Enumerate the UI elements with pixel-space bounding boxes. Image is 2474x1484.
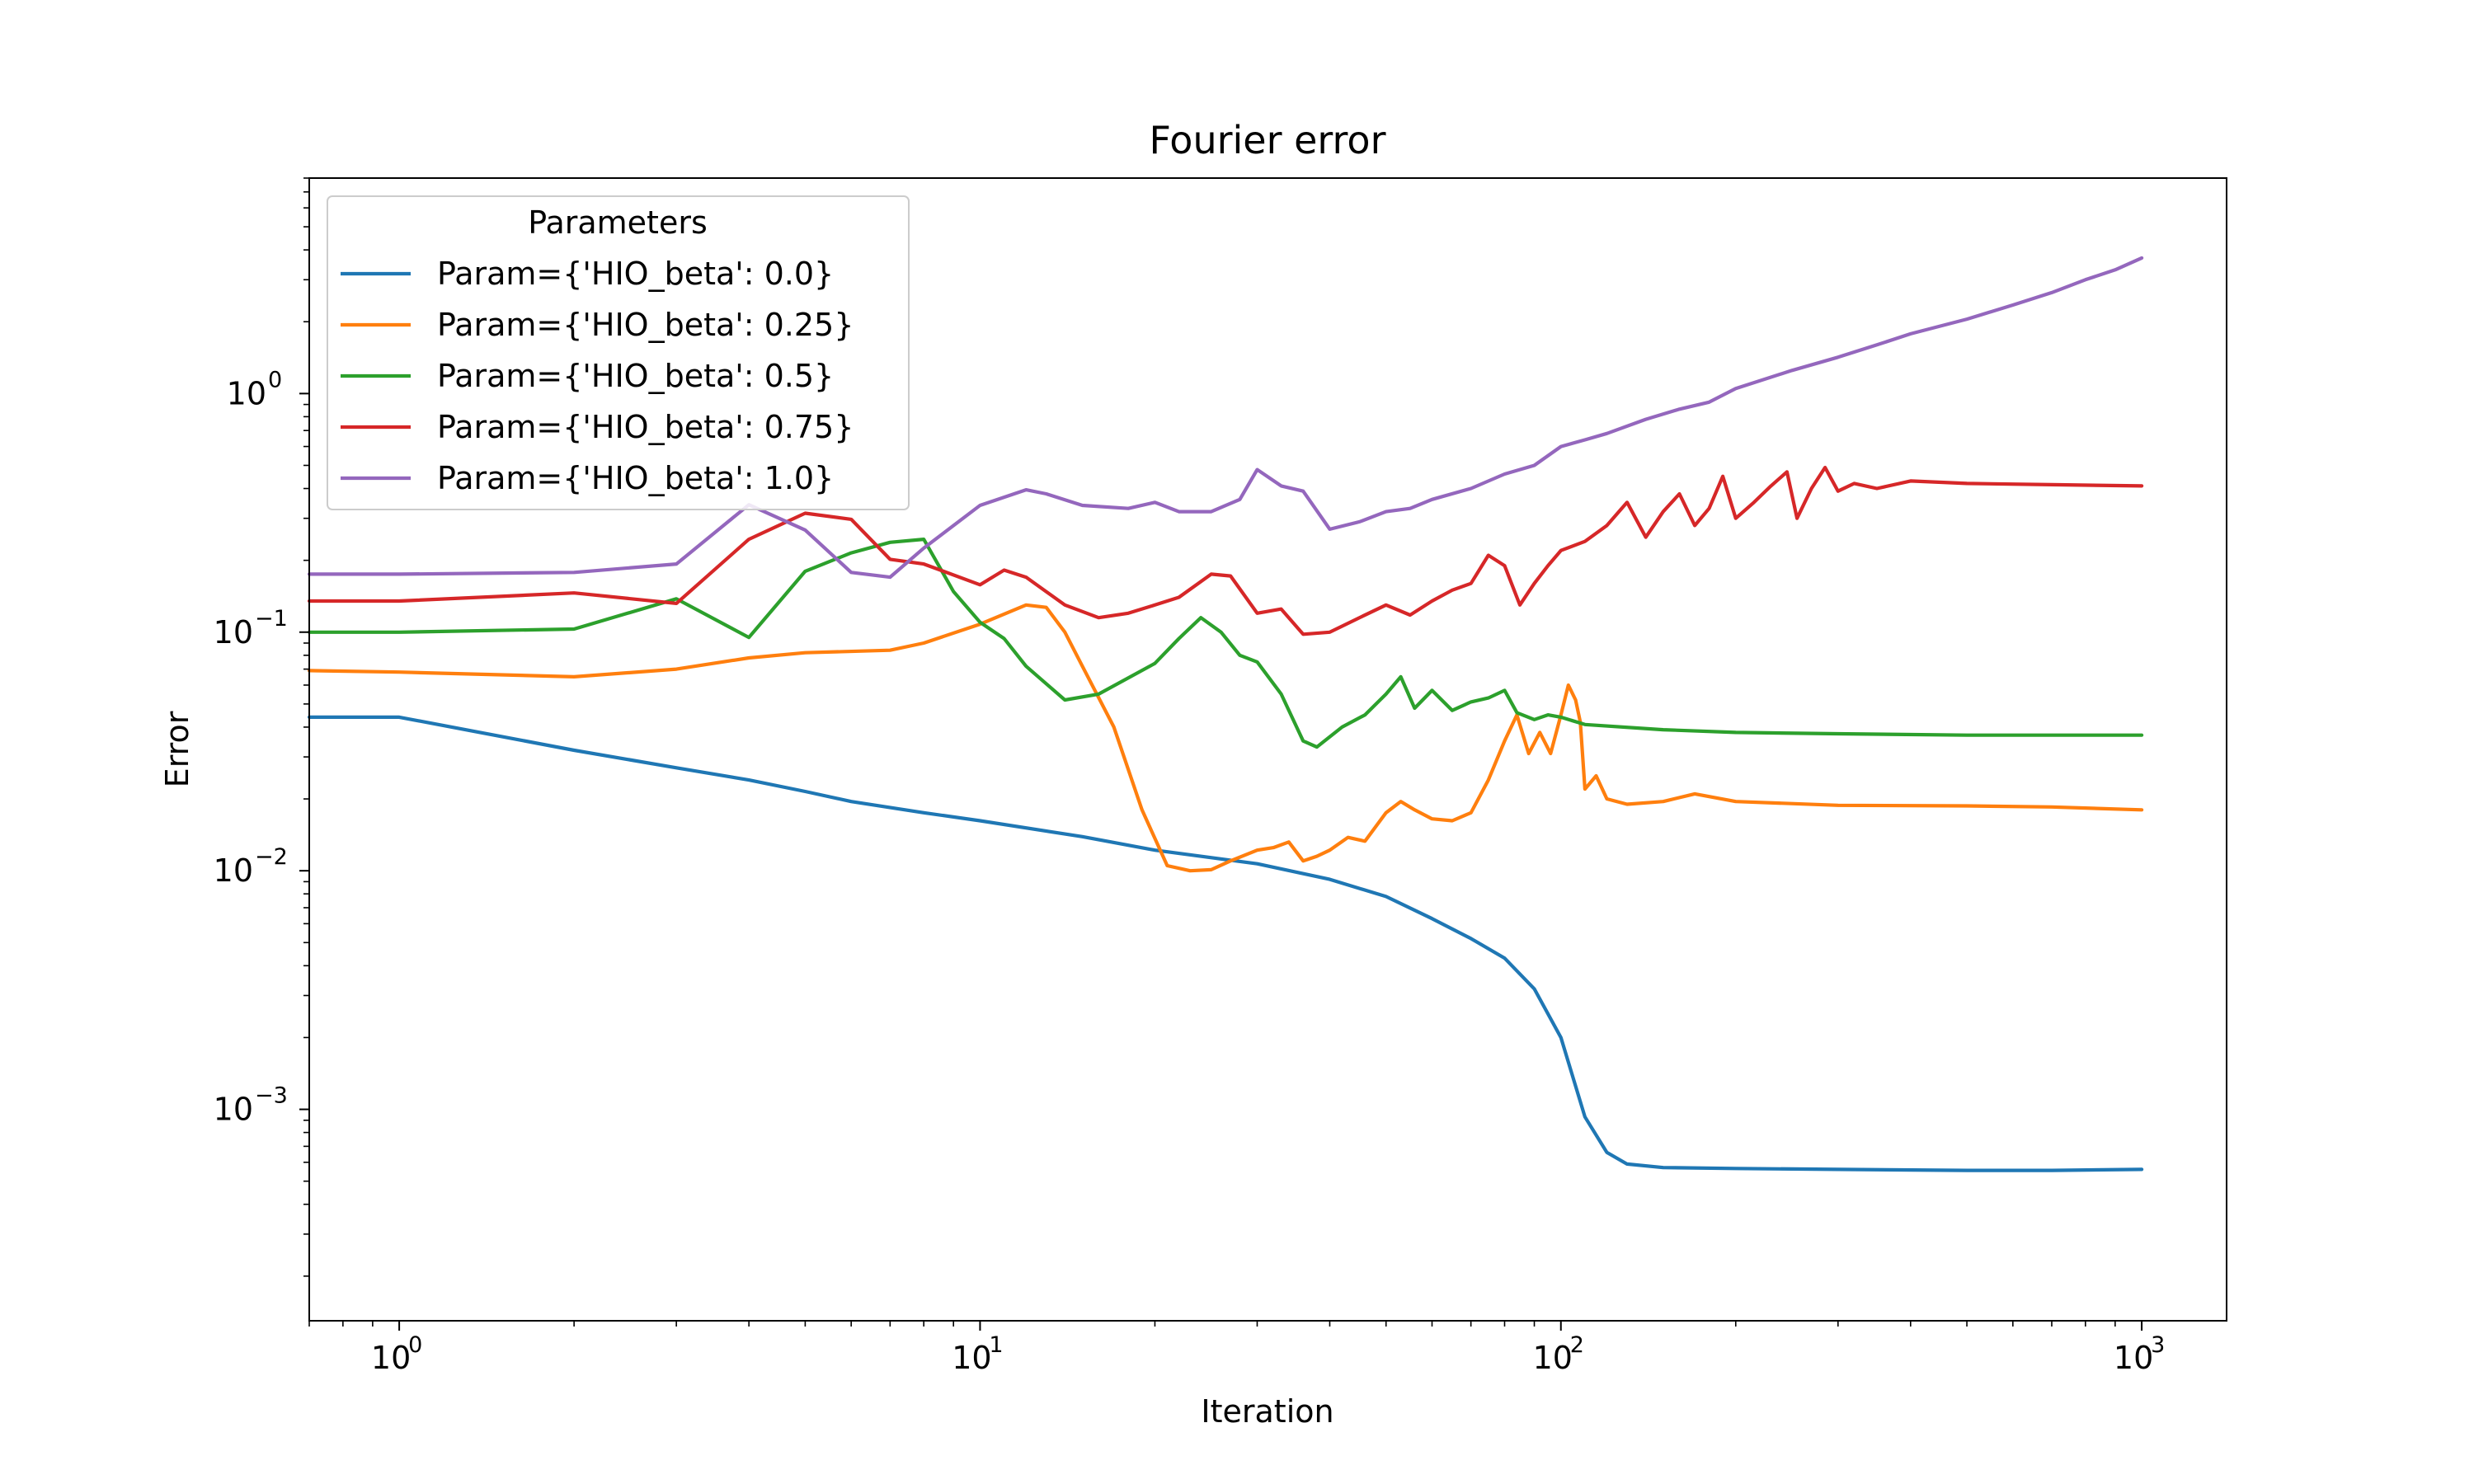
x-tick-exponent-0: 0 [408,1332,422,1358]
x-tick-exponent-3: 3 [2151,1332,2165,1358]
x-tick-label-3: 10 [2114,1340,2153,1376]
series-line-0 [307,715,2144,1172]
legend-label-3: Param={'HIO_beta': 0.75} [437,409,854,445]
series-line-3 [307,465,2144,636]
series-line-1 [307,603,2144,873]
series-layer [307,256,2144,1172]
y-tick-label-0: 10 [214,1092,253,1128]
x-tick-exponent-1: 1 [989,1332,1003,1358]
x-tick-label-0: 10 [371,1340,411,1376]
series-line-2 [307,537,2144,749]
legend-box [327,195,910,510]
chart-title: Fourier error [1149,118,1385,162]
legend-label-4: Param={'HIO_beta': 1.0} [437,460,834,496]
plot-frame [308,177,2227,1322]
legend-title: Parameters [528,204,708,241]
legend: Parameters Param={'HIO_beta': 0.0}Param=… [327,195,910,510]
x-tick-exponent-2: 2 [1570,1332,1584,1358]
y-tick-exponent-2: −1 [255,606,288,632]
legend-label-0: Param={'HIO_beta': 0.0} [437,256,834,292]
legend-entries: Param={'HIO_beta': 0.0} Param={'HIO_beta'… [341,256,854,496]
y-tick-exponent-0: −3 [255,1083,288,1109]
y-tick-exponent-1: −2 [255,844,288,870]
y-tick-exponent-3: 0 [268,367,282,392]
series-line-4 [307,256,2144,580]
x-tick-label-1: 10 [952,1340,991,1376]
y-tick-label-3: 10 [227,375,266,411]
y-tick-label-2: 10 [214,614,253,650]
legend-label-1: Param={'HIO_beta': 0.25} [437,307,854,343]
y-axis-label: Error [159,711,195,787]
x-axis-label: Iteration [1201,1393,1333,1430]
legend-label-2: Param={'HIO_beta': 0.5} [437,358,834,394]
y-tick-label-1: 10 [214,852,253,889]
x-tick-label-2: 10 [1533,1340,1573,1376]
